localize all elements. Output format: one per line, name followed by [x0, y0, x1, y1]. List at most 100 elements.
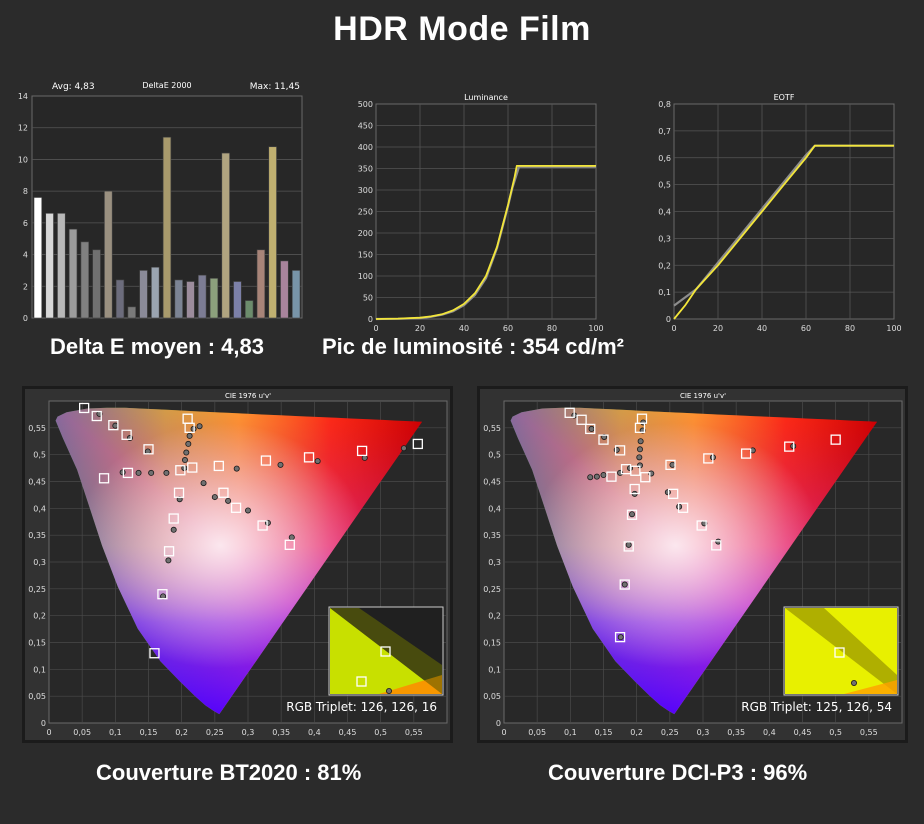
- y-tick-label: 0: [23, 314, 28, 323]
- y-tick-label: 2: [23, 282, 28, 291]
- x-tick-label: 100: [886, 324, 901, 333]
- bar: [291, 270, 301, 319]
- x-tick-label: 80: [845, 324, 855, 333]
- inset-gamut-orange: [844, 680, 897, 694]
- measured-point: [361, 454, 368, 461]
- bar: [115, 279, 125, 319]
- y-tick-label: 0,35: [483, 531, 501, 540]
- y-tick-label: 350: [358, 165, 373, 174]
- inset-target-square: [356, 676, 367, 687]
- measured-point: [200, 480, 207, 487]
- target-square: [91, 410, 102, 422]
- target-square: [634, 422, 646, 433]
- x-tick-label: 0,05: [528, 728, 546, 737]
- target-square: [614, 445, 626, 456]
- bar: [221, 152, 230, 319]
- x-tick-label: 0,15: [595, 728, 613, 737]
- bar: [139, 270, 148, 319]
- target-square: [412, 438, 423, 450]
- target-square: [626, 509, 638, 520]
- eotf-chart: EOTF 0 0,1 0,2 0,3 0,4 0,5 0,6 0,7 0,8 0 20 40 60 80 10…: [658, 93, 901, 333]
- y-tick-label: 0,05: [28, 692, 46, 701]
- y-tick-label: 0,45: [483, 478, 501, 487]
- y-tick-label: 0: [666, 315, 671, 324]
- x-tick-label: 20: [713, 324, 723, 333]
- bar: [268, 146, 277, 319]
- avg-label: Avg: 4,83: [52, 82, 95, 92]
- x-tick-label: 0,5: [374, 728, 387, 737]
- target-square: [665, 459, 676, 471]
- y-tick-label: 0,5: [33, 451, 46, 460]
- measured-point: [112, 422, 119, 429]
- target-square: [630, 465, 641, 476]
- y-tick-label: 450: [358, 122, 373, 131]
- target-square: [284, 539, 295, 550]
- measured-point: [669, 461, 676, 468]
- page-title: HDR Mode Film: [333, 10, 591, 48]
- y-tick-label: 0,4: [488, 504, 501, 513]
- x-tick-label: 0,55: [405, 728, 423, 737]
- y-tick-label: 0,5: [488, 451, 501, 460]
- x-tick-label: 0,45: [339, 728, 357, 737]
- measured-point: [244, 507, 251, 514]
- target-square: [218, 487, 229, 498]
- x-tick-label: 0,25: [661, 728, 679, 737]
- y-tick-label: 0,25: [28, 585, 46, 594]
- zoom-inset: [328, 606, 444, 696]
- y-tick-label: 0,25: [483, 585, 501, 594]
- y-tick-label: 4: [23, 251, 28, 260]
- measured-point: [165, 557, 172, 564]
- target-square: [703, 453, 714, 464]
- bar: [162, 136, 172, 319]
- measured-point: [314, 458, 321, 465]
- bar: [280, 260, 289, 319]
- y-tick-label: 250: [358, 208, 373, 217]
- bar: [233, 281, 242, 319]
- bar: [174, 279, 183, 319]
- target-square: [260, 455, 272, 466]
- bar: [256, 249, 266, 319]
- y-tick-label: 0,3: [658, 234, 671, 243]
- y-tick-label: 0: [496, 719, 501, 728]
- bar: [45, 213, 54, 319]
- y-tick-label: 300: [358, 186, 373, 195]
- x-tick-label: 0,1: [564, 728, 577, 737]
- bar: [209, 278, 219, 319]
- x-tick-label: 0,45: [794, 728, 812, 737]
- x-tick-label: 0,2: [630, 728, 643, 737]
- target-square: [149, 648, 160, 659]
- series-line-measured: [375, 165, 596, 320]
- target-square: [143, 444, 154, 455]
- measured-point: [163, 469, 170, 476]
- series-line-measured: [673, 144, 894, 320]
- bar: [127, 306, 136, 319]
- target-square: [303, 452, 315, 463]
- measured-point: [629, 511, 636, 518]
- measured-point: [233, 465, 240, 472]
- target-square: [830, 434, 841, 445]
- measured-point: [277, 461, 284, 468]
- target-square: [677, 502, 689, 513]
- y-tick-label: 6: [23, 219, 28, 228]
- x-tick-label: 0,35: [727, 728, 745, 737]
- y-tick-label: 0: [41, 719, 46, 728]
- bar: [245, 300, 254, 319]
- x-tick-label: 100: [588, 324, 603, 333]
- target-square: [629, 483, 640, 495]
- measured-point: [135, 469, 142, 476]
- luminance-chart: Luminance 0 50 100 150 200 250 300 350 400 450 500 0…: [358, 93, 604, 333]
- x-tick-label: 0,4: [308, 728, 321, 737]
- measured-point: [625, 541, 632, 548]
- measured-point: [587, 474, 594, 481]
- measured-point: [617, 634, 624, 641]
- y-tick-label: 0,6: [658, 154, 671, 163]
- y-tick-label: 10: [18, 155, 28, 164]
- bar: [151, 266, 160, 319]
- rgb-triplet-label: RGB Triplet: 126, 126, 16: [286, 700, 437, 714]
- target-square: [667, 488, 679, 499]
- bar: [33, 197, 43, 319]
- y-tick-label: 0,05: [483, 692, 501, 701]
- target-square: [175, 465, 186, 476]
- measured-point: [664, 489, 671, 496]
- x-tick-label: 60: [801, 324, 811, 333]
